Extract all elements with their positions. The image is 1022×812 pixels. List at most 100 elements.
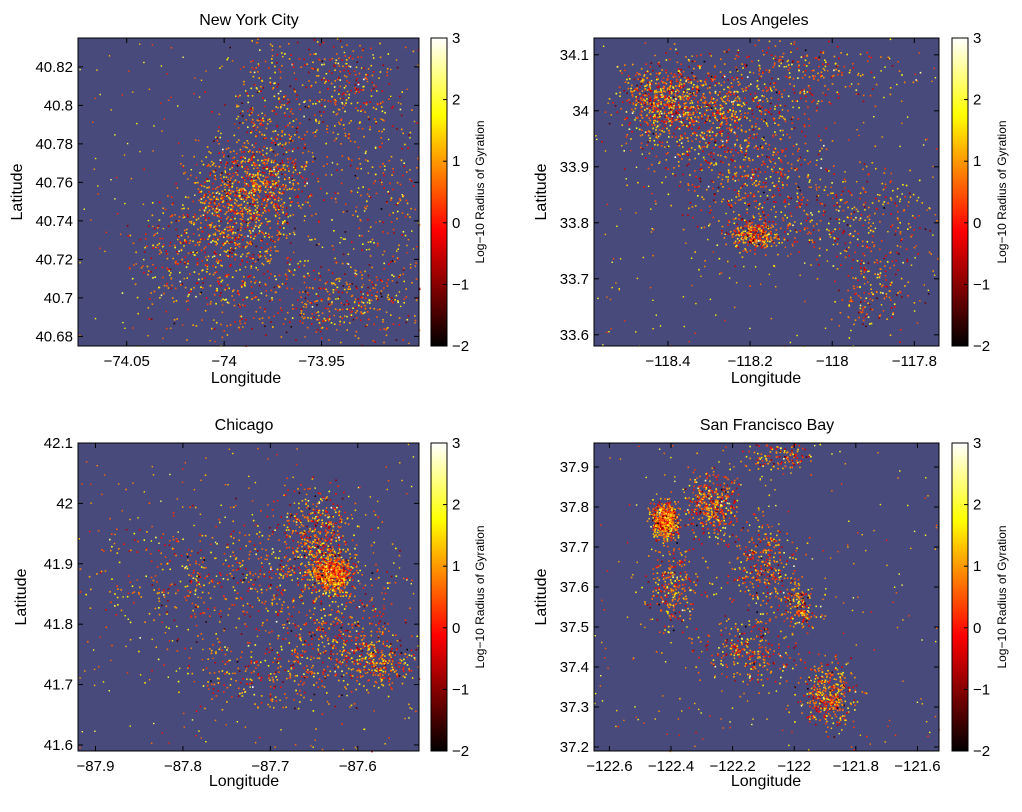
data-point (649, 139, 651, 142)
data-point (779, 138, 782, 140)
data-point (290, 54, 292, 56)
data-point (632, 103, 635, 105)
data-point (231, 186, 233, 188)
data-point (684, 123, 686, 126)
data-point (661, 93, 664, 96)
data-point (235, 171, 237, 174)
data-point (379, 308, 381, 311)
data-point (209, 227, 211, 230)
data-point (258, 226, 260, 229)
data-point (822, 214, 825, 216)
data-point (199, 293, 202, 295)
data-point (193, 271, 196, 273)
data-point (644, 157, 647, 159)
data-point (262, 162, 264, 164)
data-point (360, 291, 362, 293)
data-point (387, 232, 389, 234)
data-point (309, 287, 311, 289)
data-point (368, 248, 371, 251)
data-point (818, 186, 821, 189)
data-point (110, 179, 112, 181)
data-point (787, 109, 789, 112)
data-point (384, 169, 386, 171)
data-point (151, 214, 154, 217)
data-point (222, 298, 224, 301)
data-point (405, 199, 408, 202)
data-point (390, 314, 392, 316)
data-point (358, 157, 361, 160)
data-point (224, 180, 227, 182)
data-point (281, 144, 284, 146)
data-point (647, 134, 650, 137)
data-point (675, 90, 677, 93)
data-point (742, 250, 745, 252)
data-point (285, 213, 287, 215)
data-point (386, 201, 388, 204)
data-point (301, 166, 303, 168)
data-point (679, 81, 681, 84)
data-point (363, 102, 365, 104)
data-point (645, 71, 647, 74)
data-point (639, 101, 642, 104)
data-point (304, 290, 307, 293)
data-point (737, 127, 740, 129)
data-point (315, 53, 317, 55)
data-point (194, 139, 197, 141)
data-point (205, 219, 207, 221)
data-point (261, 231, 264, 234)
data-point (170, 272, 172, 274)
data-point (292, 140, 294, 142)
data-point (690, 100, 693, 102)
data-point (260, 238, 263, 241)
data-point (279, 286, 281, 289)
data-point (760, 233, 763, 235)
data-point (832, 265, 835, 267)
data-point (240, 255, 242, 258)
data-point (183, 245, 185, 247)
data-point (758, 228, 760, 230)
data-point (656, 86, 659, 88)
data-point (251, 144, 254, 146)
data-point (751, 125, 753, 127)
data-point (392, 323, 395, 325)
data-point (635, 98, 638, 101)
data-point (668, 91, 671, 93)
data-point (220, 132, 222, 135)
data-point (277, 164, 280, 166)
data-point (311, 313, 314, 315)
data-point (255, 183, 257, 185)
data-point (715, 162, 717, 164)
data-point (721, 76, 724, 79)
data-point (664, 98, 666, 101)
data-point (727, 224, 729, 226)
data-point (295, 196, 297, 198)
data-point (242, 122, 244, 124)
data-point (316, 129, 318, 131)
data-point (322, 111, 325, 113)
data-point (681, 153, 684, 155)
data-point (256, 210, 259, 213)
data-point (250, 235, 253, 237)
data-point (306, 182, 308, 184)
data-point (220, 210, 222, 213)
data-point (304, 297, 307, 300)
data-point (688, 66, 690, 68)
data-point (200, 249, 203, 252)
data-point (281, 130, 284, 132)
data-point (679, 105, 681, 108)
data-point (207, 238, 209, 240)
data-point (210, 198, 212, 201)
data-point (288, 270, 291, 272)
data-point (314, 135, 317, 137)
data-point (655, 132, 657, 135)
data-point (771, 224, 773, 227)
data-point (852, 277, 854, 279)
data-point (685, 102, 688, 104)
data-point (216, 287, 218, 290)
data-point (699, 79, 702, 82)
data-point (227, 191, 230, 194)
data-point (737, 84, 740, 86)
data-point (215, 241, 217, 243)
data-point (340, 302, 343, 304)
